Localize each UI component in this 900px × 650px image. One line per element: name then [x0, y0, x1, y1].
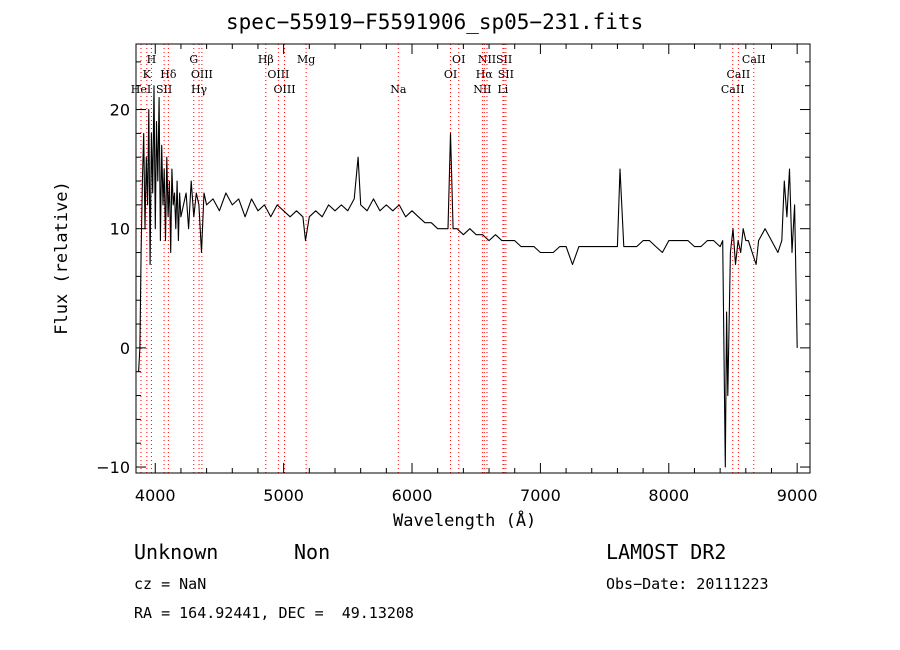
line-marker-label-15: NII	[478, 53, 496, 66]
spectrum-line	[138, 85, 798, 468]
x-tick-label-1: 5000	[263, 486, 304, 505]
line-marker-label-10: OIII	[267, 68, 289, 81]
line-marker-label-13: OI	[452, 53, 465, 66]
line-marker-label-18: SII	[498, 68, 514, 81]
object-class: Unknown	[134, 540, 219, 564]
y-tick-label-1: 0	[120, 339, 130, 358]
y-axis-label: Flux (relative)	[52, 181, 72, 335]
x-axis-label: Wavelength (Å)	[393, 511, 537, 531]
x-tick-label-0: 4000	[135, 486, 176, 505]
line-marker-label-2: Hδ	[160, 68, 177, 81]
x-tick-label-5: 9000	[777, 486, 818, 505]
line-marker-label-23: CaII	[721, 83, 745, 96]
line-marker-label-19: NII	[473, 83, 491, 96]
x-tick-label-3: 7000	[520, 486, 561, 505]
line-marker-label-11: OIII	[274, 83, 296, 96]
line-marker-label-4: SII	[156, 83, 172, 96]
obs-date: Obs−Date: 20111223	[606, 575, 769, 593]
line-marker-label-21: CaII	[742, 53, 766, 66]
line-marker-label-3: HeI	[131, 83, 151, 96]
chart-title: spec−55919−F5591906_sp05−231.fits	[226, 10, 644, 34]
line-marker-label-8: Hβ	[258, 53, 274, 66]
line-marker-label-22: CaII	[727, 68, 751, 81]
line-marker-label-9: Mg	[297, 53, 315, 66]
line-marker-label-7: Hγ	[191, 83, 208, 96]
survey-name: LAMOST DR2	[606, 540, 727, 564]
line-marker-label-0: H	[147, 53, 157, 66]
line-marker-label-14: OI	[444, 68, 457, 81]
line-marker-label-6: OIII	[191, 68, 213, 81]
line-marker-label-1: K	[143, 68, 152, 81]
y-tick-label-2: 10	[110, 220, 130, 239]
line-marker-label-17: Hα	[476, 68, 494, 81]
x-tick-label-2: 6000	[392, 486, 433, 505]
y-tick-label-3: 20	[110, 101, 130, 120]
redshift-cz: cz = NaN	[134, 575, 207, 593]
y-tick-label-0: −10	[96, 458, 130, 477]
line-marker-label-20: Li	[497, 83, 508, 96]
x-tick-label-4: 8000	[648, 486, 689, 505]
ra-dec: RA = 164.92441, DEC = 49.13208	[134, 604, 414, 622]
object-subclass: Non	[294, 540, 331, 564]
line-marker-label-16: SII	[496, 53, 512, 66]
line-marker-label-12: Na	[390, 83, 407, 96]
plot-frame	[135, 43, 811, 474]
line-marker-label-5: G	[189, 53, 198, 66]
